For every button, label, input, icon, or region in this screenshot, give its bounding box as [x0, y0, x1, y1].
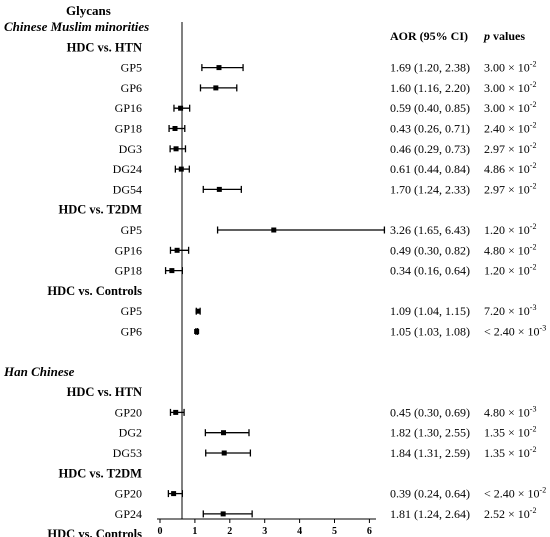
aor-column-header: AOR (95% CI) — [390, 29, 468, 43]
aor-ci-value: 1.60 (1.16, 2.20) — [390, 81, 470, 95]
aor-point — [220, 511, 226, 517]
glycan-label: GP24 — [115, 507, 142, 521]
aor-point — [216, 65, 222, 71]
aor-point — [173, 409, 179, 415]
p-value: 4.86 × 10-2 — [484, 161, 536, 176]
aor-ci-value: 1.69 (1.20, 2.38) — [390, 61, 470, 75]
population-heading: Han Chinese — [3, 364, 75, 379]
glycan-label: DG24 — [113, 162, 142, 176]
population-heading: Chinese Muslim minorities — [4, 19, 149, 34]
aor-point — [213, 85, 219, 91]
x-tick-label: 5 — [332, 526, 337, 537]
aor-ci-value: 0.43 (0.26, 0.71) — [390, 122, 470, 136]
p-value: 7.20 × 10-3 — [484, 303, 536, 318]
aor-ci-value: 0.39 (0.24, 0.64) — [390, 487, 470, 501]
p-value: 2.97 × 10-2 — [484, 181, 536, 196]
aor-ci-value: 3.26 (1.65, 6.43) — [390, 223, 470, 237]
comparison-heading: HDC vs. HTN — [67, 40, 142, 54]
aor-point — [172, 126, 178, 131]
aor-ci-value: 1.81 (1.24, 2.64) — [390, 507, 470, 521]
p-value: 1.35 × 10-2 — [484, 445, 536, 460]
aor-point — [194, 329, 200, 334]
glycan-label: GP20 — [115, 405, 142, 419]
p-values-column-header: p values — [483, 29, 525, 43]
aor-ci-value: 1.09 (1.04, 1.15) — [390, 304, 470, 318]
p-value: 1.20 × 10-2 — [484, 263, 536, 278]
p-value: 3.00 × 10-2 — [484, 80, 536, 95]
aor-ci-value: 0.46 (0.29, 0.73) — [390, 142, 470, 156]
p-value: 4.80 × 10-3 — [484, 404, 536, 419]
aor-point — [216, 186, 222, 192]
p-value: 4.80 × 10-2 — [484, 242, 536, 257]
x-tick-label: 1 — [192, 526, 197, 537]
glycan-label: GP5 — [121, 223, 142, 237]
glycan-label: DG54 — [113, 182, 142, 196]
aor-ci-value: 0.45 (0.30, 0.69) — [390, 405, 470, 419]
aor-ci-value: 1.84 (1.31, 2.59) — [390, 446, 470, 460]
aor-point — [169, 268, 175, 274]
comparison-heading: HDC vs. T2DM — [59, 466, 143, 480]
glycan-label: GP5 — [121, 304, 142, 318]
glycan-label: DG53 — [113, 446, 142, 460]
aor-point — [221, 430, 227, 436]
aor-ci-value: 0.61 (0.44, 0.84) — [390, 162, 470, 176]
aor-ci-value: 1.70 (1.24, 2.33) — [390, 182, 470, 196]
glycan-label: GP6 — [121, 325, 142, 339]
p-value: 3.00 × 10-2 — [484, 100, 536, 115]
aor-point — [178, 105, 184, 111]
x-tick-label: 6 — [367, 526, 372, 537]
aor-point — [171, 491, 177, 497]
aor-ci-value: 0.49 (0.30, 0.82) — [390, 243, 470, 257]
x-tick-label: 3 — [262, 526, 267, 537]
aor-ci-value: 1.82 (1.30, 2.55) — [390, 426, 470, 440]
plot-layer: Chinese Muslim minorities HDC vs. HTN GP5 1… — [3, 19, 546, 537]
aor-point — [173, 146, 179, 152]
comparison-heading: HDC vs. HTN — [67, 385, 142, 399]
aor-point — [174, 247, 180, 253]
x-tick-label: 0 — [158, 526, 163, 537]
glycan-label: GP18 — [115, 264, 142, 278]
x-tick-label: 2 — [227, 526, 232, 537]
aor-ci-value: 0.59 (0.40, 0.85) — [390, 101, 470, 115]
glycan-label: GP16 — [115, 243, 142, 257]
aor-point — [195, 308, 201, 314]
p-value: < 2.40 × 10-3 — [484, 324, 546, 339]
glycan-label: GP18 — [115, 122, 142, 136]
p-value: 2.40 × 10-2 — [484, 121, 536, 136]
aor-point — [178, 166, 184, 172]
p-value: 1.35 × 10-2 — [484, 425, 536, 440]
p-value: 3.00 × 10-2 — [484, 60, 536, 75]
aor-point — [271, 227, 277, 233]
comparison-heading: HDC vs. T2DM — [59, 203, 143, 217]
p-value: 2.97 × 10-2 — [484, 141, 536, 156]
glycan-label: GP20 — [115, 487, 142, 501]
p-value: 2.52 × 10-2 — [484, 506, 536, 521]
aor-ci-value: 1.05 (1.03, 1.08) — [390, 325, 470, 339]
p-value: 1.20 × 10-2 — [484, 222, 536, 237]
comparison-heading: HDC vs. Controls — [47, 284, 142, 298]
glycan-label: DG2 — [119, 426, 142, 440]
aor-point — [221, 450, 227, 456]
x-tick-label: 4 — [297, 526, 302, 537]
glycan-label: DG3 — [119, 142, 142, 156]
glycan-label: GP6 — [121, 81, 142, 95]
comparison-heading: HDC vs. Controls — [47, 527, 142, 537]
glycan-label: GP16 — [115, 101, 142, 115]
chart-title: Glycans — [66, 3, 111, 18]
aor-ci-value: 0.34 (0.16, 0.64) — [390, 264, 470, 278]
glycan-label: GP5 — [121, 61, 142, 75]
p-value: < 2.40 × 10-2 — [484, 486, 546, 501]
